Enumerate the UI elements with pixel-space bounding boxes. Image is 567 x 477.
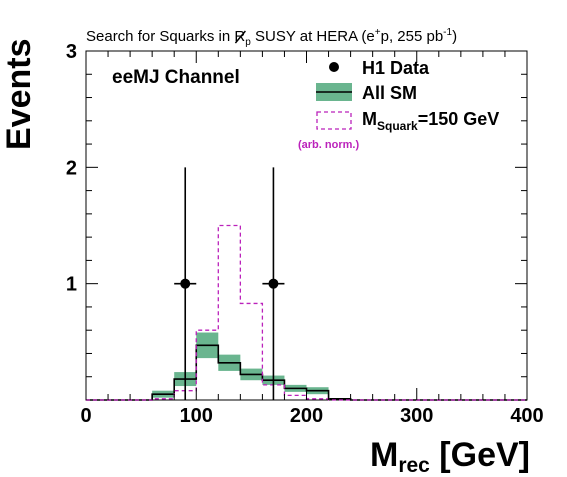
r-parity-slash	[234, 30, 246, 44]
x-tick-label: 300	[400, 405, 433, 427]
y-tick-label: 1	[66, 274, 77, 296]
x-tick-label: 0	[80, 405, 91, 427]
legend-data-label: H1 Data	[362, 58, 430, 78]
x-tick-label: 400	[510, 405, 543, 427]
y-axis-title: Events	[0, 39, 38, 151]
legend-signal-box	[316, 111, 352, 130]
signal-group	[86, 224, 527, 401]
axis-tick-labels: 0 100 200 300 400 1 2 3	[66, 41, 544, 427]
data-point	[268, 278, 279, 289]
signal-histogram	[86, 224, 527, 401]
x-tick-label: 100	[180, 405, 213, 427]
channel-label: eeMJ Channel	[112, 67, 240, 88]
legend-signal-note: (arb. norm.)	[298, 139, 359, 151]
y-tick-label: 2	[66, 157, 77, 179]
x-tick-label: 200	[290, 405, 323, 427]
sm-band-group	[152, 332, 351, 400]
axis-ticks	[85, 50, 528, 400]
legend-signal-label: MSquark=150 GeV	[362, 109, 499, 133]
data-group	[174, 167, 285, 400]
plot-frame	[85, 50, 528, 401]
x-axis-title: Mrec [GeV]	[370, 436, 530, 477]
y-tick-label: 3	[66, 41, 77, 63]
legend-data-marker	[329, 62, 339, 72]
chart-title: Search for Squarks in Rp SUSY at HERA (e…	[86, 27, 457, 48]
legend-sm-label: All SM	[362, 83, 417, 103]
data-point	[180, 278, 191, 289]
legend: H1 Data All SM MSquark=150 GeV (arb. nor…	[298, 58, 499, 151]
